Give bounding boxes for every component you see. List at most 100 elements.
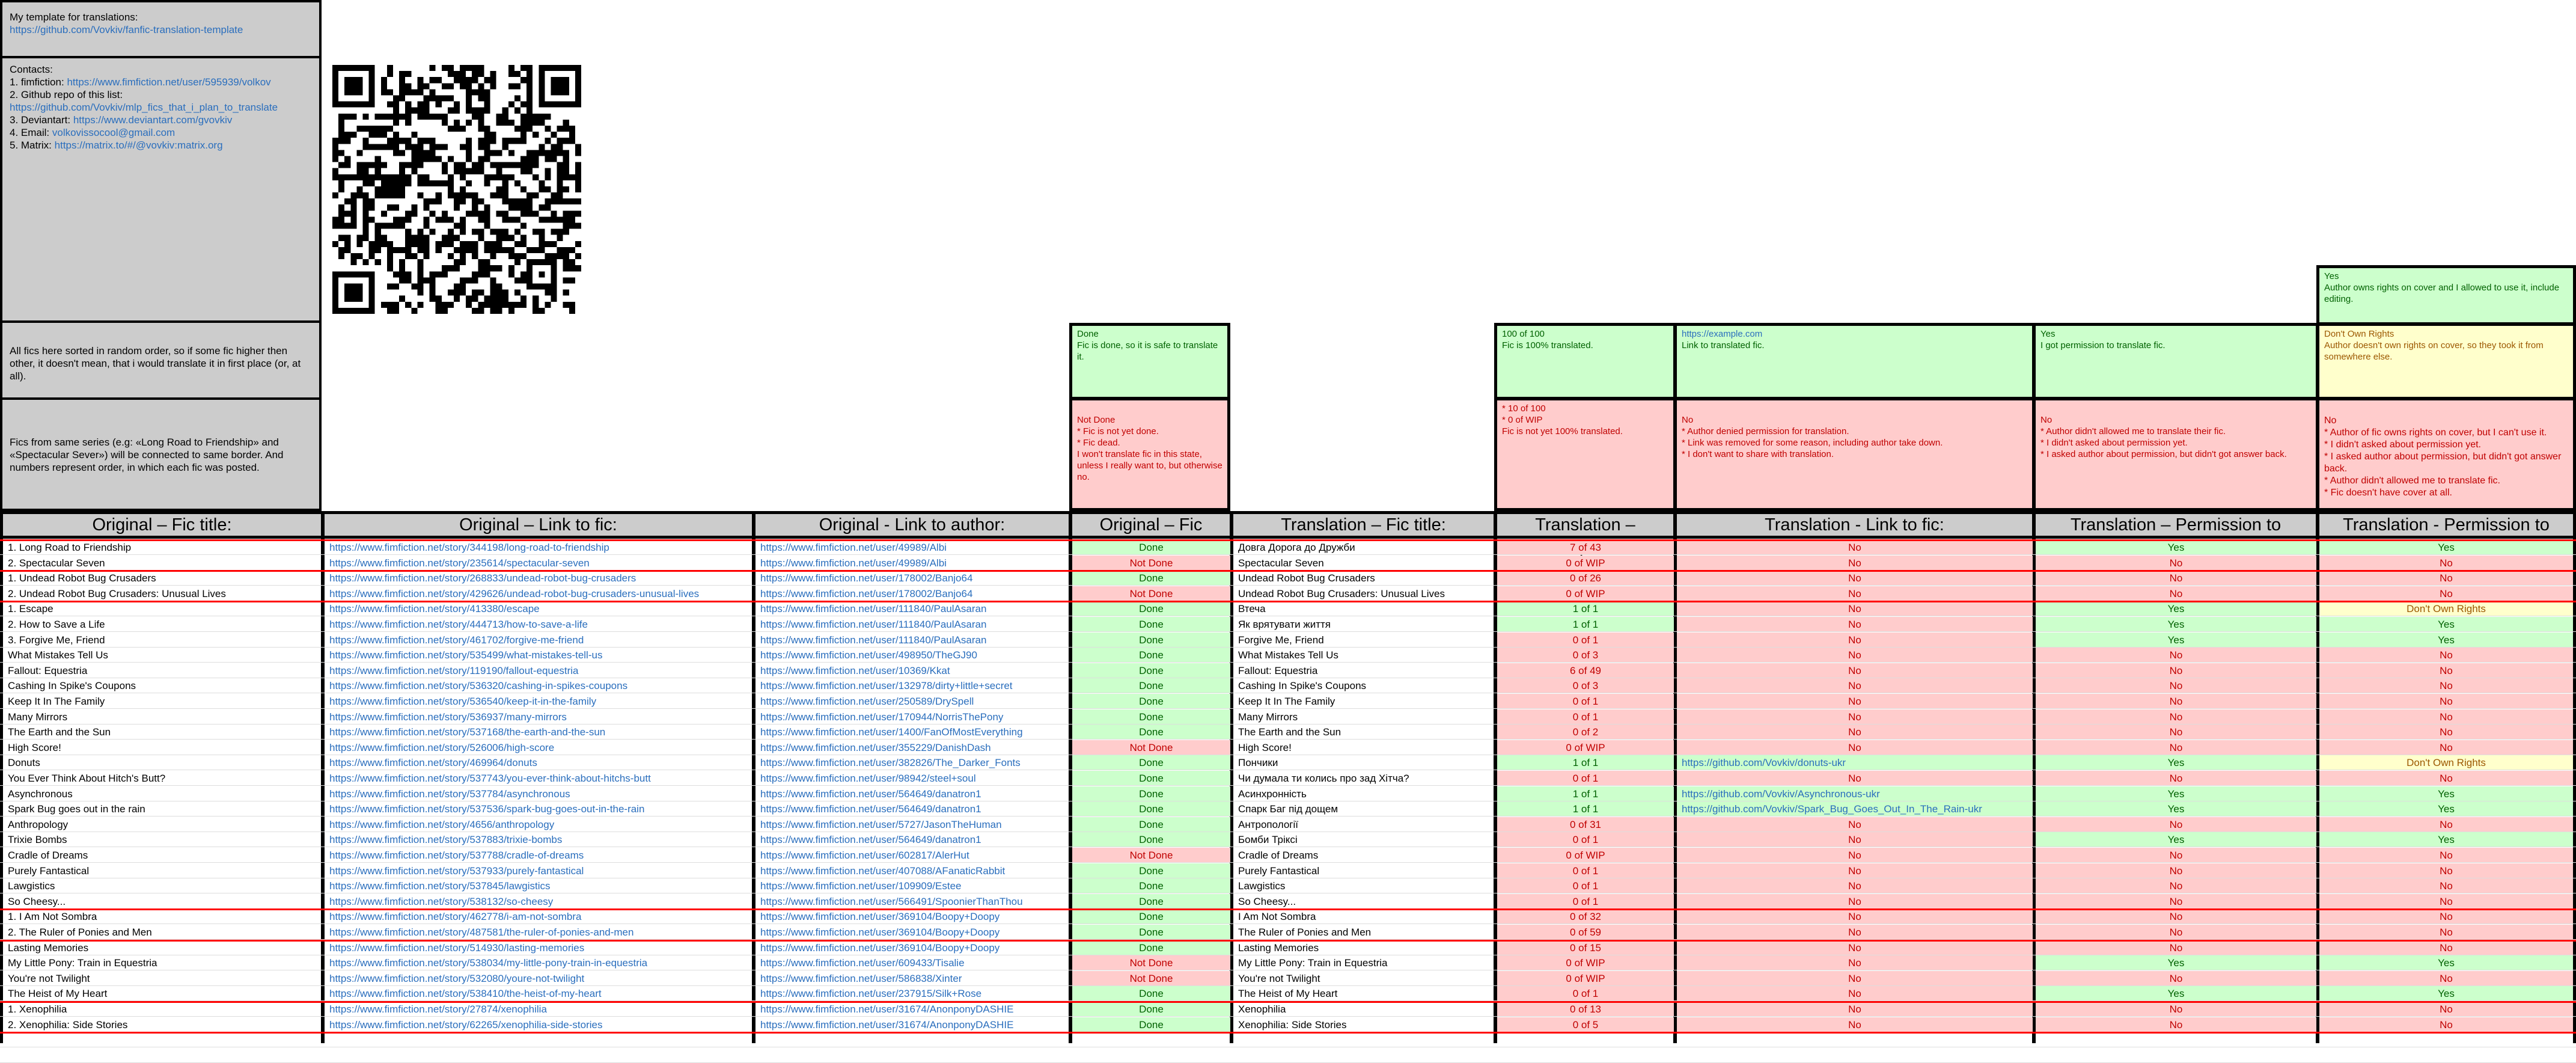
- cell-orig-link[interactable]: https://www.fimfiction.net/story/536540/…: [329, 696, 597, 707]
- cell-orig-author[interactable]: https://www.fimfiction.net/user/49989/Al…: [760, 557, 947, 569]
- cell-tr-perm: No: [2036, 709, 2316, 724]
- cell-tr-perm: No: [2036, 678, 2316, 693]
- cell-orig-author[interactable]: https://www.fimfiction.net/user/98942/st…: [760, 773, 976, 784]
- cell-orig-status: Not Done: [1072, 740, 1230, 755]
- header-orig-author: Original - Link to author:: [752, 511, 1072, 539]
- cell-orig-author[interactable]: https://www.fimfiction.net/user/498950/T…: [760, 649, 977, 661]
- table-row: [0, 1032, 2576, 1048]
- legend-cover-no-text: * Author of fic owns rights on cover, bu…: [2324, 427, 2562, 498]
- cell-orig-title: High Score!: [8, 741, 61, 753]
- cell-orig-link[interactable]: https://www.fimfiction.net/story/537883/…: [329, 834, 563, 846]
- header-tr-title: Translation – Fic title:: [1230, 511, 1497, 539]
- cell-orig-author[interactable]: https://www.fimfiction.net/user/5727/Jas…: [760, 818, 1002, 830]
- contact-deviantart-link[interactable]: https://www.deviantart.com/gvovkiv: [73, 114, 233, 126]
- cell-tr-chapters: 0 of 31: [1497, 816, 1674, 832]
- cell-orig-link[interactable]: https://www.fimfiction.net/story/537536/…: [329, 803, 645, 815]
- cell-orig-author[interactable]: https://www.fimfiction.net/user/31674/An…: [760, 1003, 1014, 1015]
- legend-chapters-done: 100 of 100 Fic is 100% translated.: [1494, 323, 1676, 400]
- cell-orig-author[interactable]: https://www.fimfiction.net/user/564649/d…: [760, 803, 981, 815]
- cell-orig-link[interactable]: https://www.fimfiction.net/story/469964/…: [329, 757, 537, 769]
- cell-orig-link[interactable]: https://www.fimfiction.net/story/487581/…: [329, 927, 634, 938]
- cell-orig-author[interactable]: https://www.fimfiction.net/user/564649/d…: [760, 788, 981, 800]
- cell-orig-author[interactable]: https://www.fimfiction.net/user/564649/d…: [760, 834, 981, 846]
- cell-tr-chapters: 0 of 1: [1497, 878, 1674, 893]
- cell-orig-link[interactable]: https://www.fimfiction.net/story/62265/x…: [329, 1019, 603, 1031]
- cell-tr-chapters: 0 of 32: [1497, 909, 1674, 924]
- contact-fimfiction-link[interactable]: https://www.fimfiction.net/user/595939/v…: [67, 76, 271, 88]
- cell-orig-link[interactable]: https://www.fimfiction.net/story/429626/…: [329, 587, 700, 599]
- cell-orig-link[interactable]: https://www.fimfiction.net/story/235614/…: [329, 557, 590, 569]
- cell-orig-author[interactable]: https://www.fimfiction.net/user/250589/D…: [760, 696, 974, 707]
- cell-orig-link[interactable]: https://www.fimfiction.net/story/537845/…: [329, 880, 551, 892]
- cell-orig-author[interactable]: https://www.fimfiction.net/user/566491/S…: [760, 895, 1023, 907]
- cell-tr-link[interactable]: https://github.com/Vovkiv/donuts-ukr: [1677, 755, 2033, 770]
- cell-orig-link[interactable]: https://www.fimfiction.net/story/413380/…: [329, 603, 540, 615]
- cell-orig-link[interactable]: https://www.fimfiction.net/story/535499/…: [329, 649, 603, 661]
- cell-orig-link[interactable]: https://www.fimfiction.net/story/536937/…: [329, 711, 567, 723]
- cell-tr-cover: No: [2319, 740, 2573, 755]
- series-separator: [0, 570, 2576, 572]
- cell-orig-link[interactable]: https://www.fimfiction.net/story/514930/…: [329, 942, 585, 954]
- cell-orig-author[interactable]: https://www.fimfiction.net/user/111840/P…: [760, 634, 987, 646]
- cell-orig-author[interactable]: https://www.fimfiction.net/user/31674/An…: [760, 1019, 1014, 1031]
- cell-orig-author[interactable]: https://www.fimfiction.net/user/355229/D…: [760, 741, 991, 753]
- cell-orig-author[interactable]: https://www.fimfiction.net/user/586838/X…: [760, 972, 962, 984]
- cell-orig-author[interactable]: https://www.fimfiction.net/user/178002/B…: [760, 587, 973, 599]
- contact-matrix-link[interactable]: https://matrix.to/#/@vovkiv:matrix.org: [54, 139, 223, 151]
- cell-orig-author[interactable]: https://www.fimfiction.net/user/382826/T…: [760, 757, 1021, 769]
- cell-orig-status: Done: [1072, 925, 1230, 939]
- cell-orig-link[interactable]: https://www.fimfiction.net/story/537788/…: [329, 850, 584, 861]
- cell-orig-author[interactable]: https://www.fimfiction.net/user/609433/T…: [760, 957, 965, 969]
- cell-tr-link: No: [1677, 724, 2033, 740]
- cell-orig-link[interactable]: https://www.fimfiction.net/story/4656/an…: [329, 818, 555, 830]
- cell-tr-cover: Yes: [2319, 617, 2573, 631]
- cell-orig-author[interactable]: https://www.fimfiction.net/user/369104/B…: [760, 927, 1000, 938]
- cell-orig-link[interactable]: https://www.fimfiction.net/story/461702/…: [329, 634, 584, 646]
- cell-orig-link[interactable]: https://www.fimfiction.net/story/536320/…: [329, 680, 628, 692]
- cell-orig-link[interactable]: https://www.fimfiction.net/story/537743/…: [329, 773, 651, 784]
- cell-orig-link[interactable]: https://www.fimfiction.net/story/538132/…: [329, 895, 554, 907]
- cell-orig-author[interactable]: https://www.fimfiction.net/user/369104/B…: [760, 911, 1000, 923]
- cell-orig-author[interactable]: https://www.fimfiction.net/user/178002/B…: [760, 572, 973, 584]
- cell-orig-link[interactable]: https://www.fimfiction.net/story/119190/…: [329, 664, 579, 676]
- template-link[interactable]: https://github.com/Vovkiv/fanfic-transla…: [10, 24, 243, 35]
- cell-orig-title: Anthropology: [8, 818, 69, 830]
- cell-tr-link[interactable]: https://github.com/Vovkiv/Spark_Bug_Goes…: [1677, 801, 2033, 816]
- cell-orig-link[interactable]: https://www.fimfiction.net/story/532080/…: [329, 972, 585, 984]
- legend-link-example[interactable]: https://example.com: [1682, 329, 1763, 339]
- cell-orig-link[interactable]: https://www.fimfiction.net/story/538410/…: [329, 988, 602, 1000]
- cell-orig-author[interactable]: https://www.fimfiction.net/user/132978/d…: [760, 680, 1013, 692]
- cell-tr-cover: Yes: [2319, 832, 2573, 847]
- cell-orig-link[interactable]: https://www.fimfiction.net/story/537933/…: [329, 865, 584, 877]
- cell-orig-author[interactable]: https://www.fimfiction.net/user/111840/P…: [760, 603, 987, 615]
- cell-orig-link[interactable]: https://www.fimfiction.net/story/462778/…: [329, 911, 582, 923]
- contact-github-link[interactable]: https://github.com/Vovkiv/mlp_fics_that_…: [10, 102, 278, 113]
- contact-email-link[interactable]: volkovissocool@gmail.com: [52, 127, 175, 138]
- cell-tr-title: Cradle of Dreams: [1238, 850, 1319, 861]
- cell-orig-author[interactable]: https://www.fimfiction.net/user/170944/N…: [760, 711, 1004, 723]
- legend-cover-no: No * Author of fic owns rights on cover, …: [2316, 397, 2576, 511]
- cell-orig-link[interactable]: https://www.fimfiction.net/story/526006/…: [329, 741, 555, 753]
- cell-orig-status: Done: [1072, 771, 1230, 785]
- template-info: My template for translations: https://gi…: [0, 0, 322, 58]
- cell-tr-link[interactable]: https://github.com/Vovkiv/Asynchronous-u…: [1677, 786, 2033, 801]
- cell-orig-author[interactable]: https://www.fimfiction.net/user/111840/P…: [760, 619, 987, 630]
- cell-orig-link[interactable]: https://www.fimfiction.net/story/538034/…: [329, 957, 648, 969]
- cell-orig-author[interactable]: https://www.fimfiction.net/user/49989/Al…: [760, 542, 947, 553]
- cell-orig-author[interactable]: https://www.fimfiction.net/user/602817/A…: [760, 850, 969, 861]
- cell-orig-link[interactable]: https://www.fimfiction.net/story/27874/x…: [329, 1003, 547, 1015]
- cell-orig-author[interactable]: https://www.fimfiction.net/user/369104/B…: [760, 942, 1000, 954]
- cell-orig-author[interactable]: https://www.fimfiction.net/user/10369/Kk…: [760, 664, 950, 676]
- cell-orig-status: Done: [1072, 801, 1230, 816]
- cell-orig-link[interactable]: https://www.fimfiction.net/story/444713/…: [329, 619, 588, 630]
- cell-orig-author[interactable]: https://www.fimfiction.net/user/237915/S…: [760, 988, 982, 1000]
- cell-tr-link: No: [1677, 601, 2033, 616]
- cell-orig-author[interactable]: https://www.fimfiction.net/user/1400/Fan…: [760, 726, 1023, 738]
- cell-orig-link[interactable]: https://www.fimfiction.net/story/537784/…: [329, 788, 570, 800]
- cell-orig-link[interactable]: https://www.fimfiction.net/story/537168/…: [329, 726, 606, 738]
- cell-orig-author[interactable]: https://www.fimfiction.net/user/109909/E…: [760, 880, 962, 892]
- cell-orig-link[interactable]: https://www.fimfiction.net/story/344198/…: [329, 542, 609, 553]
- cell-orig-title: So Cheesy...: [8, 895, 66, 907]
- cell-orig-author[interactable]: https://www.fimfiction.net/user/407088/A…: [760, 865, 1006, 877]
- cell-orig-link[interactable]: https://www.fimfiction.net/story/268833/…: [329, 572, 636, 584]
